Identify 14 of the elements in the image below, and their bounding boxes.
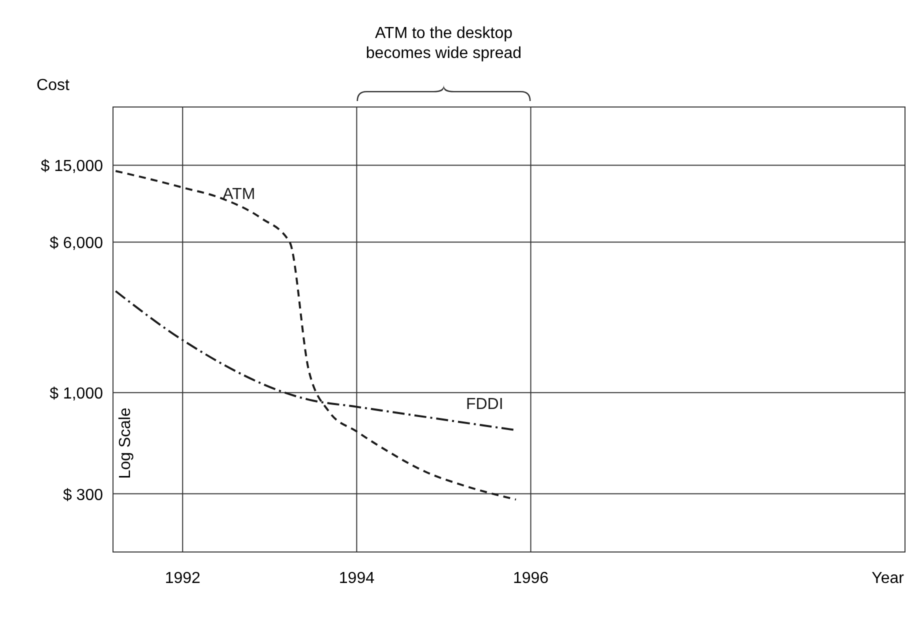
y-axis-title: Cost bbox=[36, 77, 70, 94]
text: ATM to the desktop becomes wide spread bbox=[366, 25, 522, 62]
y-tick-label: $ 15,000 bbox=[40, 158, 104, 176]
series-label: FDDI bbox=[466, 396, 504, 414]
x-tick-label: 1994 bbox=[338, 570, 375, 587]
y-tick-label: $ 300 bbox=[62, 486, 104, 504]
x-tick-label: 1992 bbox=[164, 570, 201, 587]
x-axis-title: Year bbox=[872, 570, 905, 587]
line-series bbox=[114, 170, 517, 501]
y-tick-label: $ 6,000 bbox=[50, 235, 104, 252]
y-tick-label: $ 1,000 bbox=[50, 386, 104, 403]
x-tick-label: 1996 bbox=[512, 570, 549, 587]
annotation: Log Scale bbox=[117, 408, 134, 479]
series-label: ATM bbox=[222, 186, 256, 204]
